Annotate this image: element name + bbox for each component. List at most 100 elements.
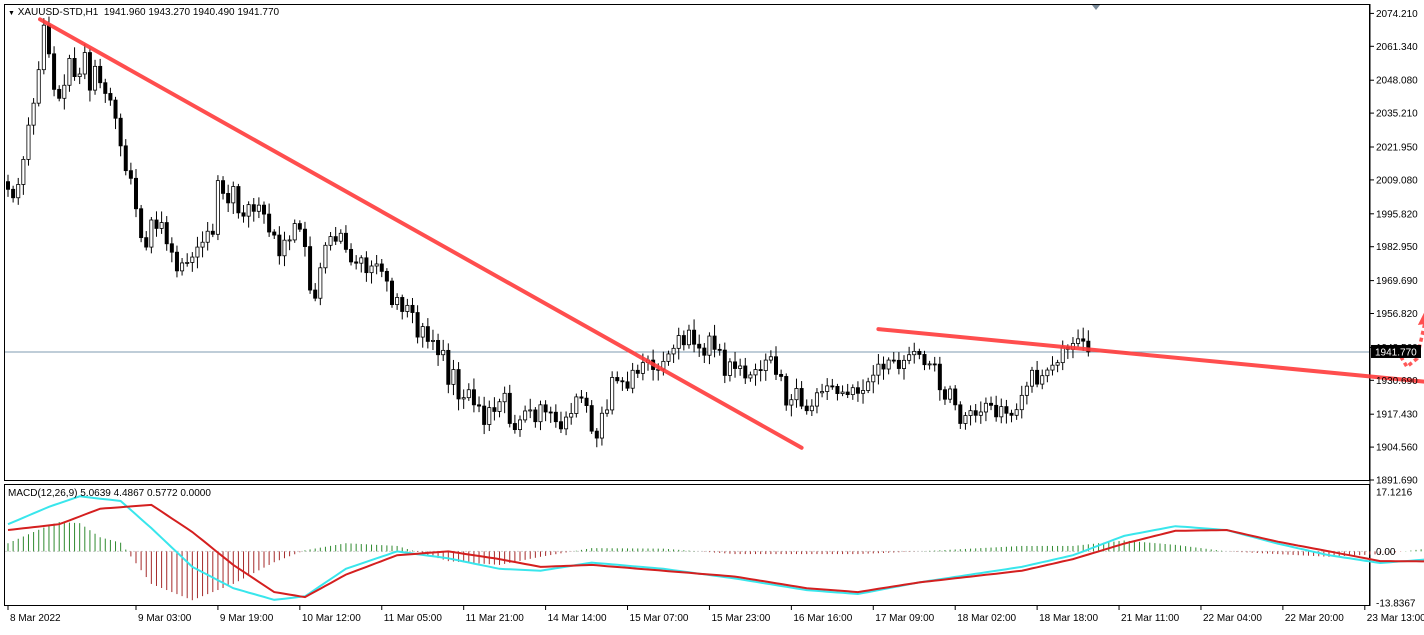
candle-body-bear — [717, 348, 722, 351]
candle-body-bear — [774, 356, 779, 375]
header-low: 1940.490 — [192, 7, 235, 18]
candle-body-bear — [1086, 340, 1091, 353]
x-tick-label: 11 Mar 05:00 — [384, 613, 443, 624]
candle-body-bull — [876, 363, 881, 376]
candle-body-bear — [389, 280, 394, 306]
macd-panel-frame — [4, 484, 1370, 606]
candle-body-bear — [558, 421, 563, 430]
candle-body-bull — [246, 204, 251, 217]
candle-body-bear — [471, 389, 476, 406]
candle-body-bear — [702, 347, 707, 356]
candle-body-bear — [615, 377, 620, 382]
candle-body-bull — [67, 58, 72, 86]
y-tick-label: 1917.430 — [1376, 410, 1418, 421]
candle-body-bull — [41, 24, 46, 71]
candle-body-bear — [681, 335, 686, 346]
candle-body-bull — [599, 412, 604, 439]
x-tick-label: 8 Mar 2022 — [10, 613, 61, 624]
candle-body-bear — [804, 405, 809, 412]
candle-body-bear — [1081, 338, 1086, 342]
shift-marker-icon[interactable] — [1092, 5, 1100, 10]
signal-line — [7, 503, 1424, 599]
candle-body-bear — [436, 339, 441, 356]
candle-body-bull — [180, 262, 185, 272]
candle-body-bear — [712, 335, 717, 350]
candle-body-bull — [328, 236, 333, 246]
candle-body-bear — [548, 411, 553, 414]
x-tick-label: 15 Mar 07:00 — [630, 613, 689, 624]
resistance-line — [876, 327, 1424, 384]
candle-body-bear — [72, 58, 77, 77]
candle-body-bear — [333, 236, 338, 242]
axes-layer: 2074.210 2061.340 2048.080 2035.210 2021.950… — [7, 9, 1424, 624]
candle-body-bull — [814, 392, 819, 407]
candle-body-bear — [973, 410, 978, 416]
candle-body-bear — [543, 404, 548, 413]
candle-body-bear — [6, 181, 11, 190]
y-tick-label: 1969.690 — [1376, 276, 1418, 287]
candle-body-bull — [338, 232, 343, 242]
candle-body-bear — [272, 231, 277, 236]
candle-body-bull — [528, 409, 533, 412]
candle-body-bull — [215, 180, 220, 235]
candle-body-bear — [579, 396, 584, 399]
candle-body-bear — [139, 208, 144, 239]
candle-body-bear — [733, 361, 738, 369]
macd-label: MACD(12,26,9) 5.0639 4.4867 0.5772 0.000… — [8, 488, 211, 499]
candle-body-bear — [87, 52, 92, 91]
candle-body-bear — [533, 409, 538, 423]
candle-body-bear — [313, 289, 318, 299]
y-tick-label: 2074.210 — [1376, 9, 1418, 20]
candle-body-bull — [978, 411, 983, 416]
candle-body-bear — [922, 354, 927, 366]
candle-body-bear — [103, 82, 108, 94]
candle-body-bear — [46, 24, 51, 55]
candle-body-bear — [855, 387, 860, 394]
candle-body-bull — [676, 335, 681, 349]
y-tick-label: 1904.560 — [1376, 443, 1418, 454]
candle-body-bull — [753, 369, 758, 376]
candle-body-bear — [410, 304, 415, 313]
candle-body-bear — [384, 270, 389, 282]
candle-body-bear — [343, 232, 348, 250]
candle-body-bear — [118, 117, 123, 147]
candle-body-bear — [241, 212, 246, 217]
candle-body-bear — [482, 405, 487, 425]
header-dropdown-icon[interactable]: ▼ — [8, 10, 15, 17]
candle-body-bear — [251, 204, 256, 212]
candle-body-bull — [707, 335, 712, 356]
candle-body-bull — [686, 329, 691, 346]
candle-body-bull — [1019, 394, 1024, 411]
candle-body-bull — [62, 84, 67, 99]
current-price-tag — [1371, 344, 1421, 358]
candle-body-bull — [200, 241, 205, 248]
candle-body-bear — [57, 88, 62, 99]
candle-body-bear — [128, 170, 133, 179]
header-open: 1941.960 — [103, 7, 146, 18]
candle-body-bull — [820, 391, 825, 394]
candle-body-bull — [502, 392, 507, 403]
candle-body-bull — [538, 404, 543, 423]
candles-layer — [6, 16, 1091, 448]
candle-body-bull — [671, 347, 676, 355]
candle-body-bull — [1014, 409, 1019, 416]
candle-body-bull — [794, 388, 799, 401]
candle-body-bull — [149, 219, 154, 248]
candle-body-bull — [1040, 375, 1045, 385]
candle-body-bull — [871, 374, 876, 383]
candle-body-bear — [512, 423, 517, 431]
price-header: ▼ XAUUSD-STD,H1 1941.960 1943.270 1940.4… — [8, 7, 279, 18]
candle-body-bull — [93, 65, 98, 91]
candle-body-bear — [758, 369, 763, 371]
macd-layer — [5, 495, 1424, 601]
x-tick-label: 15 Mar 23:00 — [711, 613, 770, 624]
candle-body-bull — [968, 410, 973, 416]
candle-body-bull — [420, 326, 425, 338]
candle-body-bull — [640, 362, 645, 374]
y-tick-label: 1995.820 — [1376, 209, 1418, 220]
candle-body-bear — [784, 376, 789, 406]
candle-body-bull — [963, 415, 968, 424]
candle-body-bull — [748, 374, 753, 379]
